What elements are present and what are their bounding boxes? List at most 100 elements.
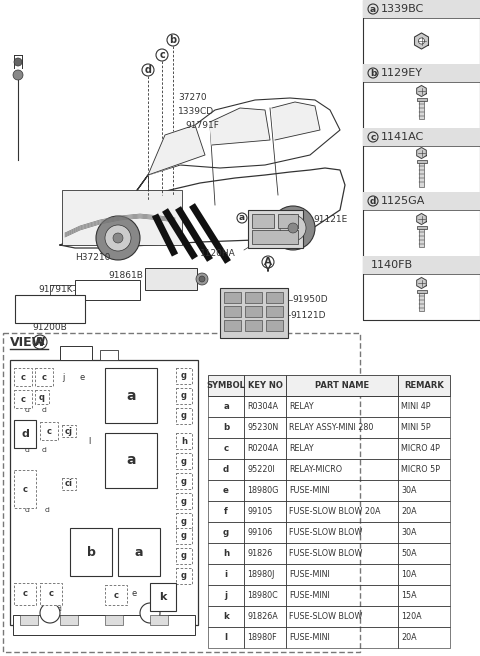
Text: FUSE-SLOW BLOW: FUSE-SLOW BLOW [289, 612, 362, 621]
Bar [176, 408, 192, 424]
Bar [252, 214, 274, 228]
Text: a: a [135, 546, 143, 558]
Polygon shape [272, 102, 320, 140]
Bar [244, 522, 286, 543]
Bar [363, 192, 480, 210]
Text: 91121D: 91121D [290, 310, 325, 319]
Bar [150, 615, 168, 625]
Polygon shape [130, 98, 340, 200]
Text: q: q [39, 392, 45, 401]
Text: a: a [126, 388, 136, 403]
Bar [62, 425, 76, 437]
Text: a: a [223, 402, 229, 411]
Text: FUSE-MINI: FUSE-MINI [289, 570, 330, 579]
Text: RELAY: RELAY [289, 444, 313, 453]
Bar [398, 480, 450, 501]
Bar [176, 453, 192, 469]
Text: FUSE-SLOW BLOW 20A: FUSE-SLOW BLOW 20A [289, 507, 381, 516]
Text: FUSE-SLOW BLOW: FUSE-SLOW BLOW [289, 528, 362, 537]
Bar [286, 606, 398, 627]
Text: g: g [181, 371, 187, 380]
Text: g: g [181, 476, 187, 485]
Bar [244, 627, 286, 648]
Text: 120A: 120A [401, 612, 421, 621]
Text: 10A: 10A [401, 570, 417, 579]
Bar [398, 564, 450, 585]
Bar [363, 256, 480, 274]
Bar [286, 375, 398, 396]
Text: b: b [86, 546, 96, 558]
Bar [60, 615, 78, 625]
Text: 1339CD: 1339CD [178, 108, 214, 117]
Bar [417, 98, 427, 100]
Text: g: g [181, 516, 187, 525]
Text: KEY NO: KEY NO [248, 381, 282, 390]
Text: d: d [21, 429, 29, 439]
Bar [419, 293, 424, 310]
Text: h: h [223, 549, 229, 558]
Bar [15, 295, 85, 323]
Bar [244, 417, 286, 438]
Circle shape [14, 58, 22, 66]
Bar [286, 585, 398, 606]
Bar [208, 459, 244, 480]
Text: 20A: 20A [401, 633, 417, 642]
Bar [105, 368, 157, 423]
Circle shape [196, 273, 208, 285]
Text: g: g [181, 571, 187, 581]
Text: FUSE-SLOW BLOW: FUSE-SLOW BLOW [289, 549, 362, 558]
Bar [208, 438, 244, 459]
Bar [417, 159, 427, 163]
Bar [176, 473, 192, 489]
Bar [14, 420, 36, 448]
Bar [286, 543, 398, 564]
Circle shape [140, 603, 160, 623]
Bar [145, 268, 197, 290]
Text: RELAY-MICRO: RELAY-MICRO [289, 465, 342, 474]
Text: b: b [223, 423, 229, 432]
Text: 1120HA: 1120HA [200, 249, 236, 258]
Bar [224, 306, 241, 317]
Text: c: c [41, 373, 47, 382]
Bar [150, 583, 176, 611]
Bar [398, 627, 450, 648]
Bar [40, 422, 58, 440]
Text: ci: ci [42, 447, 48, 453]
Text: 1125GA: 1125GA [381, 196, 425, 206]
Bar [60, 346, 92, 360]
Text: MINI 5P: MINI 5P [401, 423, 431, 432]
Text: 91121E: 91121E [313, 216, 347, 224]
Text: c: c [21, 394, 25, 403]
Bar [208, 480, 244, 501]
Bar [208, 627, 244, 648]
Text: d: d [223, 465, 229, 474]
Bar [419, 163, 424, 186]
Bar [176, 513, 192, 529]
Bar [208, 396, 244, 417]
Text: ci: ci [25, 407, 31, 413]
Text: 18980C: 18980C [247, 591, 278, 600]
Bar [244, 396, 286, 417]
Bar [14, 470, 36, 508]
Text: cj: cj [65, 426, 73, 436]
Bar [208, 606, 244, 627]
Circle shape [271, 206, 315, 250]
Bar [363, 64, 480, 82]
Bar [208, 585, 244, 606]
Text: b: b [370, 68, 376, 77]
Bar [62, 190, 182, 245]
Bar [398, 438, 450, 459]
Circle shape [419, 38, 424, 44]
Bar [244, 459, 286, 480]
Text: 99106: 99106 [247, 528, 272, 537]
Text: c: c [23, 590, 27, 598]
Bar [398, 522, 450, 543]
Text: c: c [23, 485, 27, 493]
Circle shape [288, 223, 298, 233]
Text: h: h [181, 436, 187, 445]
Bar [105, 433, 157, 488]
Bar [286, 459, 398, 480]
Bar [278, 214, 298, 228]
Bar [208, 564, 244, 585]
Text: 18980G: 18980G [247, 486, 278, 495]
